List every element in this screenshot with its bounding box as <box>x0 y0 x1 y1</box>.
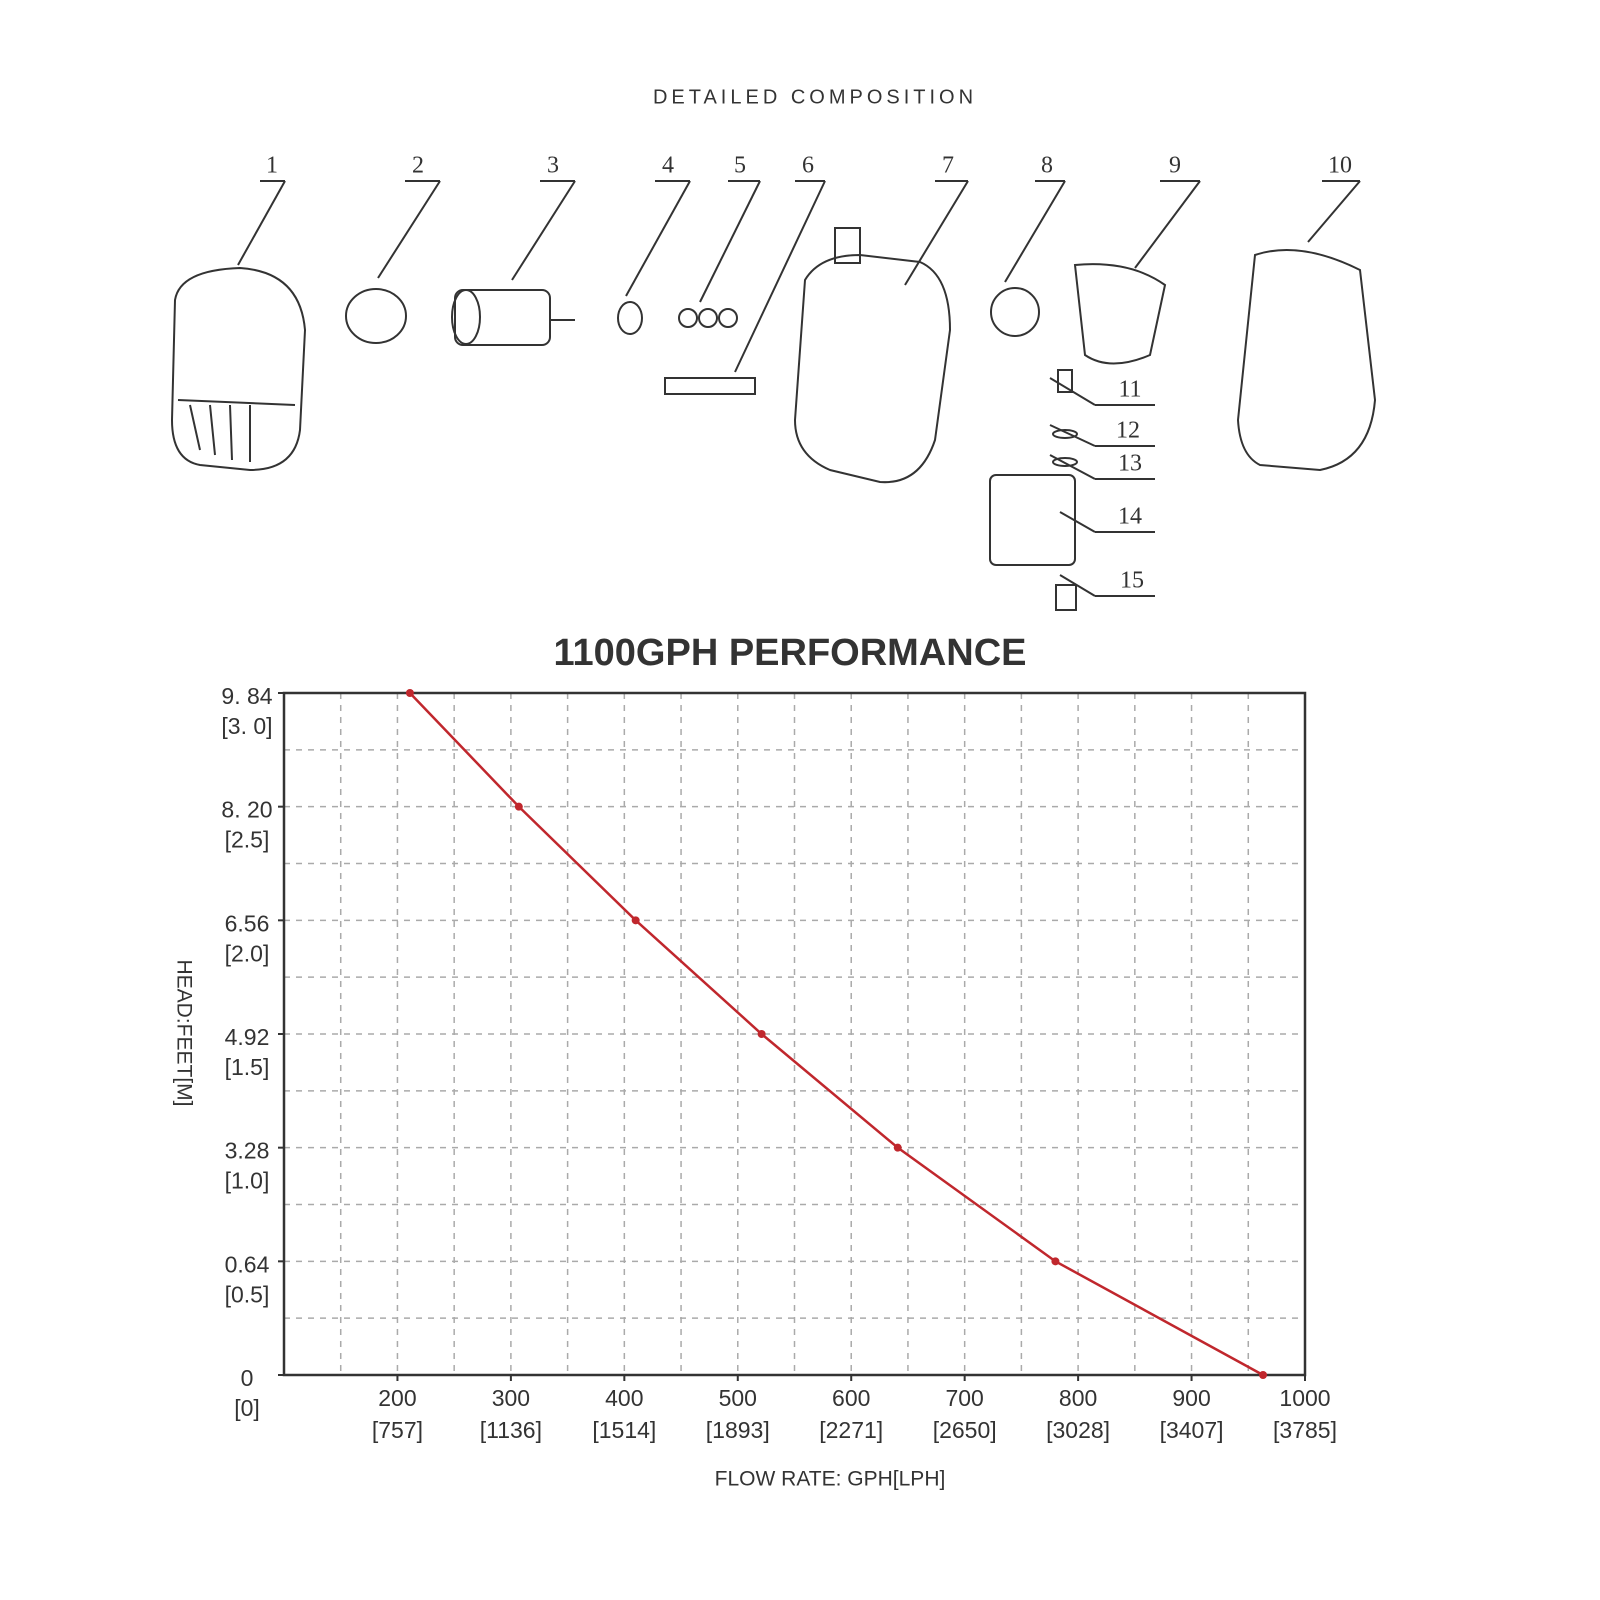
y-tick-label: 0.64 <box>225 1251 270 1277</box>
y-tick-label: [0.5] <box>225 1281 270 1307</box>
part-base <box>1236 249 1377 472</box>
x-tick-label: 500 <box>719 1385 757 1411</box>
part-ring <box>678 308 698 328</box>
y-tick-label: 0 <box>241 1365 254 1391</box>
leader-line <box>377 180 441 279</box>
x-tick-label: 300 <box>492 1385 530 1411</box>
x-tick-label: [757] <box>372 1417 423 1443</box>
leader-line <box>1307 180 1361 243</box>
x-tick-label: 900 <box>1172 1385 1210 1411</box>
leader-line <box>734 180 826 373</box>
part-number: 2 <box>412 153 424 179</box>
x-tick-label: 400 <box>605 1385 643 1411</box>
y-tick-label: 9. 84 <box>221 683 272 709</box>
leader-line <box>699 180 761 303</box>
chart: 0 [0] 0.64 [0.5] 3.28 [1.0] 4.92 [1.5] 6.56 [2.0]… <box>172 683 1337 1490</box>
x-tick-label: 600 <box>832 1385 870 1411</box>
data-point <box>1051 1257 1060 1266</box>
leader-line <box>1049 454 1096 480</box>
part-number: 6 <box>802 153 814 179</box>
part-drawings <box>170 227 1377 611</box>
part-outlet <box>834 227 861 264</box>
part-impeller <box>990 287 1040 337</box>
part-motor-end <box>451 289 481 345</box>
leader-line <box>1004 180 1066 283</box>
part-switch <box>1057 369 1073 393</box>
part-ring <box>718 308 738 328</box>
part-float <box>989 474 1076 566</box>
part-housing <box>793 253 952 484</box>
leader-line <box>511 180 576 281</box>
data-point <box>757 1030 766 1038</box>
part-cover-grille <box>177 399 296 462</box>
y-tick-label: 3.28 <box>225 1138 270 1164</box>
part-board <box>664 377 756 395</box>
y-tick-label: [0] <box>234 1395 260 1421</box>
x-axis-title: FLOW RATE: GPH[LPH] <box>715 1468 946 1491</box>
y-axis-title: HEAD:FEET[M] <box>172 959 195 1106</box>
y-tick-label: [1.0] <box>225 1168 270 1194</box>
x-tick-label: [1136] <box>480 1417 542 1443</box>
part-number: 1 <box>266 153 278 179</box>
x-tick-label: [3407] <box>1160 1417 1224 1443</box>
y-tick-label: 6.56 <box>225 910 270 936</box>
part-number: 13 <box>1118 451 1142 477</box>
part-number: 10 <box>1328 153 1352 179</box>
chart-title: 1100GPH PERFORMANCE <box>553 632 1026 674</box>
part-ring <box>698 308 718 328</box>
data-point <box>514 802 523 811</box>
leader-line <box>904 180 969 286</box>
diagram-title: DETAILED COMPOSITION <box>653 86 977 108</box>
y-tick-label: [3. 0] <box>221 713 272 739</box>
part-number: 8 <box>1041 153 1053 179</box>
y-tick-label: 8. 20 <box>221 797 272 823</box>
x-tick-label: 1000 <box>1279 1385 1330 1411</box>
part-number: 4 <box>662 153 674 179</box>
leader-line <box>625 180 691 297</box>
part-oring <box>1052 457 1078 467</box>
x-tick-label: [3785] <box>1273 1417 1337 1443</box>
part-oring <box>1052 429 1078 439</box>
y-tick-label: 4.92 <box>225 1024 270 1050</box>
leader-line <box>1059 511 1096 533</box>
part-connector <box>1055 584 1077 611</box>
leader-line <box>1059 574 1096 597</box>
leader-line <box>1134 180 1201 269</box>
data-point <box>1259 1371 1268 1379</box>
part-number: 7 <box>942 153 954 179</box>
x-tick-label: [1514] <box>592 1417 656 1443</box>
y-tick-label: [1.5] <box>225 1054 270 1080</box>
data-point <box>893 1143 902 1152</box>
part-number: 5 <box>734 153 746 179</box>
leader-line <box>1049 424 1096 447</box>
leader-line <box>237 180 286 266</box>
x-tick-label: [3028] <box>1046 1417 1110 1443</box>
part-number: 11 <box>1118 377 1141 403</box>
data-point <box>405 689 414 697</box>
data-point <box>631 916 640 925</box>
part-motor <box>454 289 551 346</box>
part-number: 9 <box>1169 153 1181 179</box>
part-seal <box>617 301 643 335</box>
part-strainer <box>1073 263 1167 365</box>
part-number: 15 <box>1120 568 1144 594</box>
part-cover <box>170 266 307 472</box>
part-number: 14 <box>1118 504 1142 530</box>
x-tick-label: 700 <box>945 1385 983 1411</box>
y-tick-label: [2.5] <box>225 827 270 853</box>
x-tick-label: [2650] <box>933 1417 997 1443</box>
y-tick-label: [2.0] <box>225 940 270 966</box>
x-tick-label: 800 <box>1059 1385 1097 1411</box>
x-tick-label: [1893] <box>706 1417 770 1443</box>
leader-line <box>1049 377 1096 406</box>
x-tick-label: [2271] <box>819 1417 883 1443</box>
part-plate <box>345 288 407 344</box>
x-tick-label: 200 <box>378 1385 416 1411</box>
part-number: 12 <box>1116 418 1140 444</box>
part-number: 3 <box>547 153 559 179</box>
